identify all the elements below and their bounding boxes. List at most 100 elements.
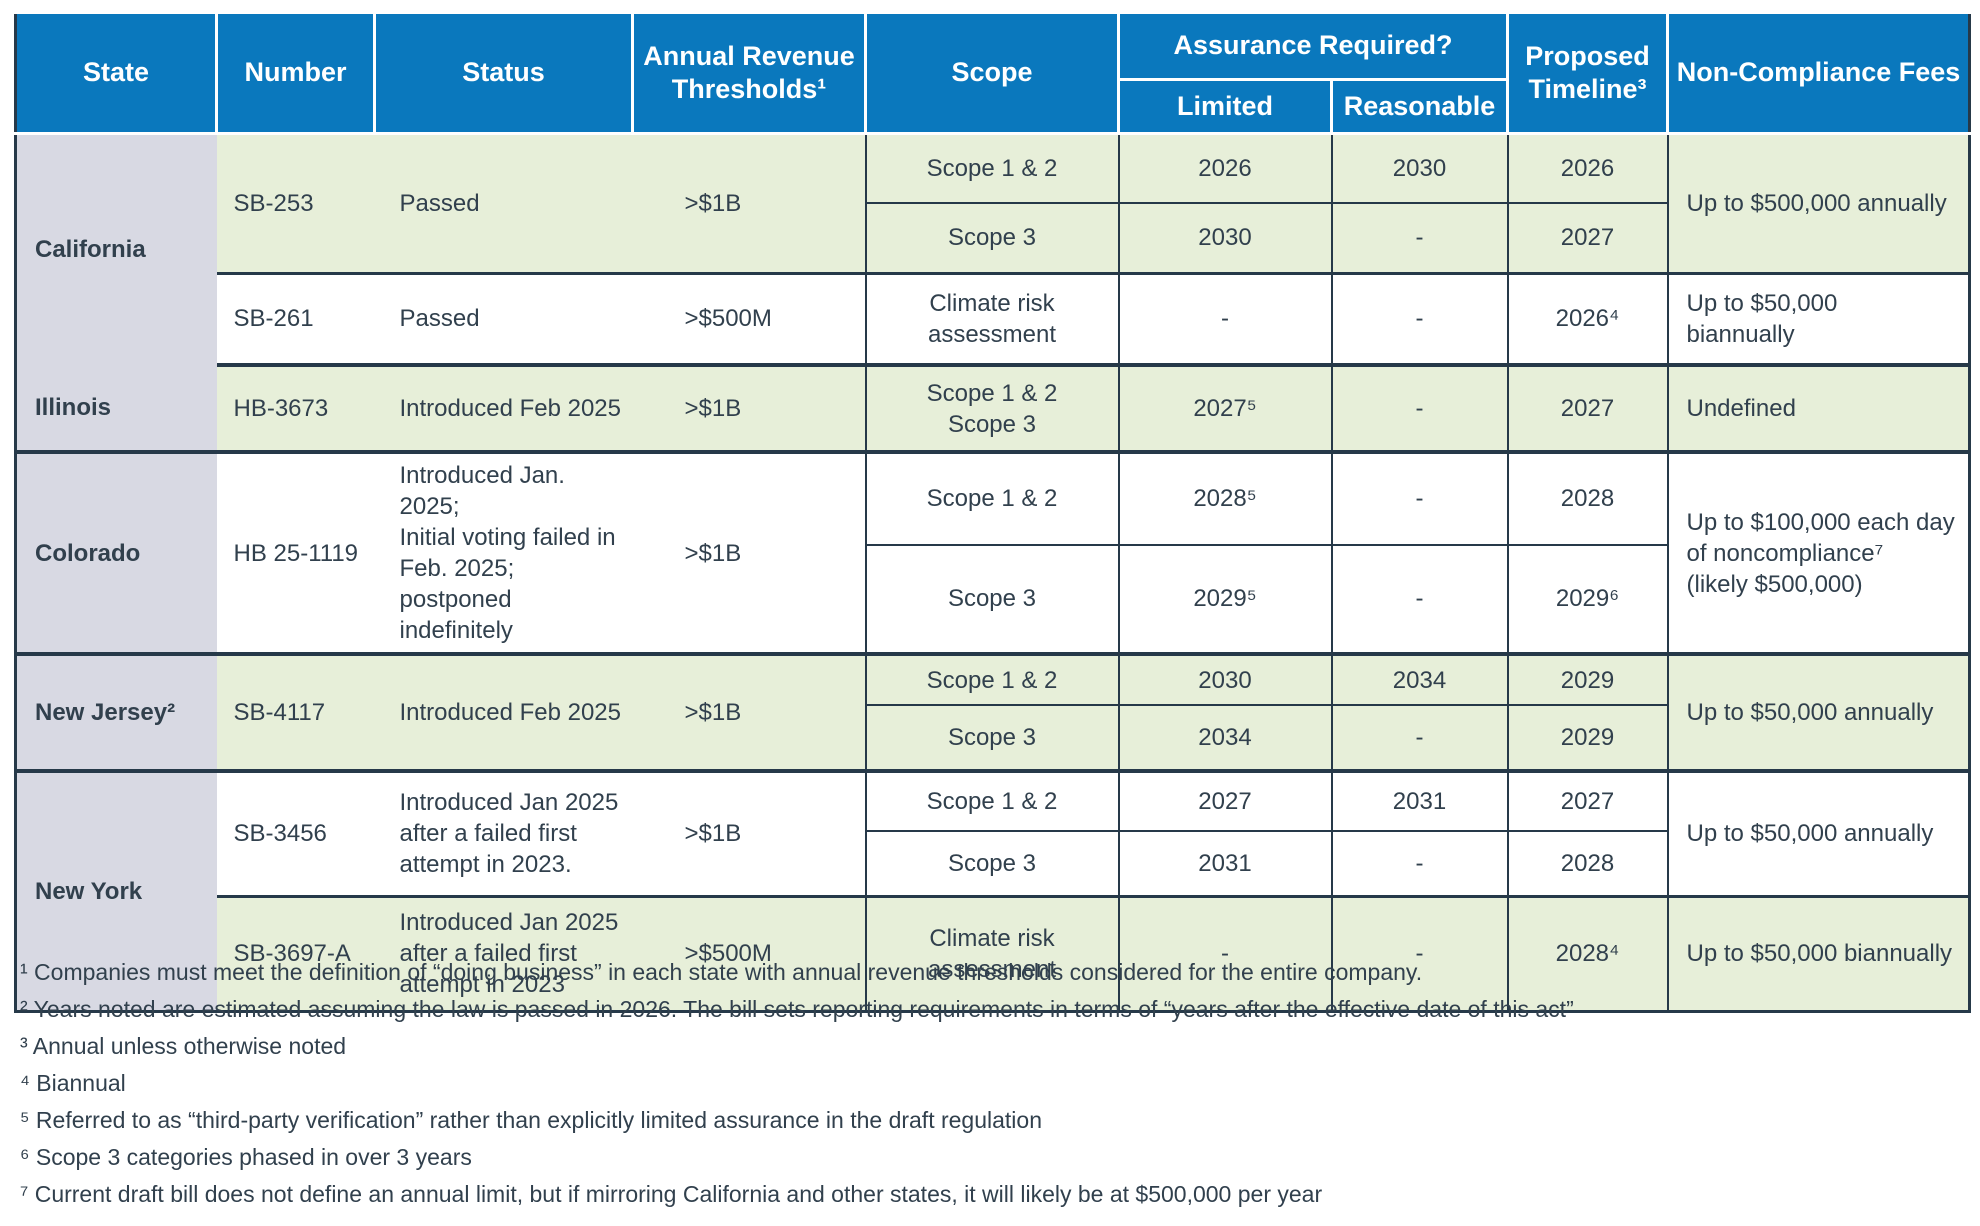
table-row: Scope 3 2029⁵ - 2029⁶ xyxy=(16,544,1970,657)
hb251119-scope3-cell: Scope 3 xyxy=(864,544,1119,657)
hb3673-fees-cell: Undefined xyxy=(1666,365,1970,454)
sb4117-scope3-cell: Scope 3 xyxy=(864,705,1119,773)
sb3697-threshold-cell: >$500M xyxy=(632,896,866,1011)
sb3456-scope3-reasonable: - xyxy=(1330,831,1508,898)
sb253-scope12-cell: Scope 1 & 2 xyxy=(864,133,1119,204)
sb3456-scope3-timeline: 2028 xyxy=(1506,831,1668,898)
hb3673-reasonable: - xyxy=(1330,365,1508,454)
sb253-scope3-timeline: 2027 xyxy=(1506,203,1668,275)
sb4117-scope3-reasonable: - xyxy=(1330,705,1508,773)
table-row: Scope 3 2034 - 2029 xyxy=(16,705,1970,773)
table-row: New Jersey² SB-4117 Introduced Feb 2025 … xyxy=(15,654,1970,773)
header-state: State xyxy=(15,14,217,135)
hb251119-status-cell: Introduced Jan. 2025; Initial voting fai… xyxy=(374,452,633,656)
table-row: Illinois HB-3673 Introduced Feb 2025 >$1… xyxy=(15,365,1970,454)
table-row: SB-261 Passed >$500M Climate risk assess… xyxy=(16,273,1970,367)
sb253-scope12-timeline: 2026 xyxy=(1506,133,1668,204)
sb3456-fees-cell: Up to $50,000 annually xyxy=(1666,771,1970,898)
sb3697-timeline: 2028⁴ xyxy=(1506,896,1668,1011)
sb3697-limited: - xyxy=(1117,896,1332,1011)
sb3456-scope3-cell: Scope 3 xyxy=(864,831,1119,898)
table-row: Scope 3 2031 - 2028 xyxy=(16,831,1970,898)
sb3697-number-cell: SB-3697-A xyxy=(216,896,375,1011)
hb3673-timeline: 2027 xyxy=(1506,365,1668,454)
table-row: California SB-253 Passed >$1B Scope 1 & … xyxy=(15,133,1970,365)
sb261-scope-cell: Climate risk assessment xyxy=(864,273,1119,367)
state-cell-illinois: Illinois xyxy=(15,365,217,454)
footnote-7: ⁷ Current draft bill does not define an … xyxy=(20,1181,1323,1207)
sb3456-status-cell: Introduced Jan 2025 after a failed first… xyxy=(374,771,633,898)
sb4117-scope12-timeline: 2029 xyxy=(1506,654,1668,706)
sb3456-scope12-reasonable: 2031 xyxy=(1330,771,1508,832)
hb251119-fees-cell: Up to $100,000 each day of noncompliance… xyxy=(1666,452,1970,656)
hb3673-scope-cell: Scope 1 & 2 Scope 3 xyxy=(864,365,1119,454)
header-reasonable: Reasonable xyxy=(1330,79,1508,135)
footnote-6: ⁶ Scope 3 categories phased in over 3 ye… xyxy=(20,1144,472,1170)
hb251119-threshold-cell: >$1B xyxy=(632,452,866,656)
sb261-fees-cell: Up to $50,000 biannually xyxy=(1666,273,1970,367)
hb3673-threshold-cell: >$1B xyxy=(632,365,866,454)
sb253-threshold-cell: >$1B xyxy=(632,133,866,275)
sb3456-scope12-cell: Scope 1 & 2 xyxy=(864,771,1119,832)
sb4117-status-cell: Introduced Feb 2025 xyxy=(374,654,633,773)
table-row: Colorado HB 25-1119 Introduced Jan. 2025… xyxy=(15,452,1970,656)
sb261-timeline: 2026⁴ xyxy=(1506,273,1668,367)
sb4117-scope12-cell: Scope 1 & 2 xyxy=(864,654,1119,706)
sb3456-scope12-limited: 2027 xyxy=(1117,771,1332,832)
table-row: New York SB-3456 Introduced Jan 2025 aft… xyxy=(15,771,1970,1011)
header-scope: Scope xyxy=(864,14,1119,135)
hb251119-scope3-timeline: 2029⁶ xyxy=(1506,544,1668,657)
sb253-scope12-limited: 2026 xyxy=(1117,133,1332,204)
state-cell-new-york: New York xyxy=(15,771,217,1011)
sb4117-scope12-limited: 2030 xyxy=(1117,654,1332,706)
sb3697-scope-cell: Climate risk assessment xyxy=(864,896,1119,1011)
sb3456-threshold-cell: >$1B xyxy=(632,771,866,898)
footnote-2: ² Years noted are estimated assuming the… xyxy=(20,996,1574,1022)
sb253-fees-cell: Up to $500,000 annually xyxy=(1666,133,1970,275)
header-timeline: Proposed Timeline³ xyxy=(1506,14,1668,135)
footnote-4: ⁴ Biannual xyxy=(20,1070,126,1096)
state-cell-colorado: Colorado xyxy=(15,452,217,656)
sb253-scope3-reasonable: - xyxy=(1330,203,1508,275)
sb4117-scope12-reasonable: 2034 xyxy=(1330,654,1508,706)
header-number: Number xyxy=(215,14,375,135)
hb251119-number-cell: HB 25-1119 xyxy=(216,452,375,656)
hb3673-number-cell: HB-3673 xyxy=(216,365,375,454)
sb4117-scope3-timeline: 2029 xyxy=(1506,705,1668,773)
hb251119-scope12-timeline: 2028 xyxy=(1506,452,1668,546)
footnote-3: ³ Annual unless otherwise noted xyxy=(20,1033,347,1059)
state-climate-disclosure-table: State Number Status Annual Revenue Thres… xyxy=(14,14,1971,1013)
sb261-threshold-cell: >$500M xyxy=(632,273,866,367)
table-header: State Number Status Annual Revenue Thres… xyxy=(15,14,1970,135)
sb3697-fees-cell: Up to $50,000 biannually xyxy=(1666,896,1970,1011)
sb253-status-cell: Passed xyxy=(374,133,633,275)
hb251119-scope12-reasonable: - xyxy=(1330,452,1508,546)
table-row: SB-3697-A Introduced Jan 2025 after a fa… xyxy=(16,896,1970,1011)
sb3697-reasonable: - xyxy=(1330,896,1508,1011)
hb251119-scope12-cell: Scope 1 & 2 xyxy=(864,452,1119,546)
table-row: Scope 3 2030 - 2027 xyxy=(16,203,1970,275)
sb261-reasonable: - xyxy=(1330,273,1508,367)
sb253-scope12-reasonable: 2030 xyxy=(1330,133,1508,204)
hb251119-scope3-reasonable: - xyxy=(1330,544,1508,657)
header-fees: Non-Compliance Fees xyxy=(1666,14,1970,135)
sb261-limited: - xyxy=(1117,273,1332,367)
sb4117-fees-cell: Up to $50,000 annually xyxy=(1666,654,1970,773)
header-assurance: Assurance Required? xyxy=(1117,14,1508,81)
sb3456-scope3-limited: 2031 xyxy=(1117,831,1332,898)
sb4117-number-cell: SB-4117 xyxy=(216,654,375,773)
sb3697-status-cell: Introduced Jan 2025 after a failed first… xyxy=(374,896,633,1011)
hb251119-scope12-limited: 2028⁵ xyxy=(1117,452,1332,546)
hb251119-scope3-limited: 2029⁵ xyxy=(1117,544,1332,657)
footnotes: ¹ Companies must meet the definition of … xyxy=(20,960,1574,1219)
header-limited: Limited xyxy=(1117,79,1332,135)
sb253-number-cell: SB-253 xyxy=(216,133,375,275)
footnote-5: ⁵ Referred to as “third-party verificati… xyxy=(20,1107,1042,1133)
header-status: Status xyxy=(373,14,633,135)
sb253-scope3-limited: 2030 xyxy=(1117,203,1332,275)
footnote-1: ¹ Companies must meet the definition of … xyxy=(20,959,1423,985)
state-cell-new-jersey: New Jersey² xyxy=(15,654,217,773)
sb4117-threshold-cell: >$1B xyxy=(632,654,866,773)
sb261-number-cell: SB-261 xyxy=(216,273,375,367)
